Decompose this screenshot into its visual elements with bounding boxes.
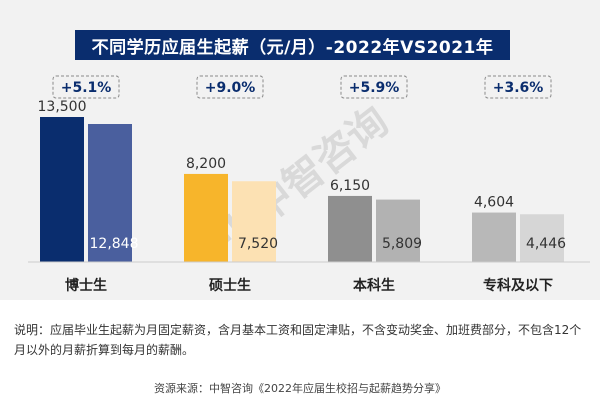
- growth-badge: [52, 75, 120, 99]
- growth-badge: [484, 75, 552, 99]
- growth-label: +3.6%: [493, 80, 544, 96]
- chart-note: 说明：应届毕业生起薪为月固定薪资，含月基本工资和固定津贴，不含变动奖金、加班费部…: [14, 323, 582, 357]
- chart-plot: ciic 中智咨询 13,50012,848+5.1%博士生8,2007,520…: [28, 75, 590, 294]
- category-label: 专科及以下: [483, 277, 553, 294]
- bar-2022: [472, 212, 516, 262]
- category-label: 博士生: [65, 277, 107, 294]
- value-label-2021: 4,446: [526, 236, 566, 252]
- value-label-2022: 8,200: [186, 156, 226, 172]
- value-label-2021: 7,520: [238, 236, 278, 252]
- growth-label: +5.1%: [61, 80, 112, 96]
- growth-label: +5.9%: [349, 80, 400, 96]
- value-label-2021: 12,848: [90, 236, 139, 252]
- chart-source: 资源来源：中智咨询《2022年应届生校招与起薪趋势分享》: [154, 382, 446, 395]
- growth-badge: [340, 75, 408, 99]
- category-label: 硕士生: [209, 277, 251, 294]
- value-label-2022: 6,150: [330, 178, 370, 194]
- chart-title: 不同学历应届生起薪（元/月）-2022年VS2021年: [75, 30, 510, 60]
- bar-2021: [520, 214, 564, 262]
- bar-2021: [232, 181, 276, 262]
- bar-2022: [40, 117, 84, 262]
- value-label-2022: 13,500: [38, 99, 87, 115]
- category-label: 本科生: [353, 277, 395, 294]
- bar-2022: [328, 195, 372, 262]
- bar-2021: [88, 124, 132, 262]
- bar-2022: [184, 173, 228, 262]
- growth-label: +9.0%: [205, 80, 256, 96]
- bar-2021: [376, 199, 420, 262]
- value-label-2021: 5,809: [382, 236, 422, 252]
- growth-badge: [196, 75, 264, 99]
- value-label-2022: 4,604: [474, 195, 514, 211]
